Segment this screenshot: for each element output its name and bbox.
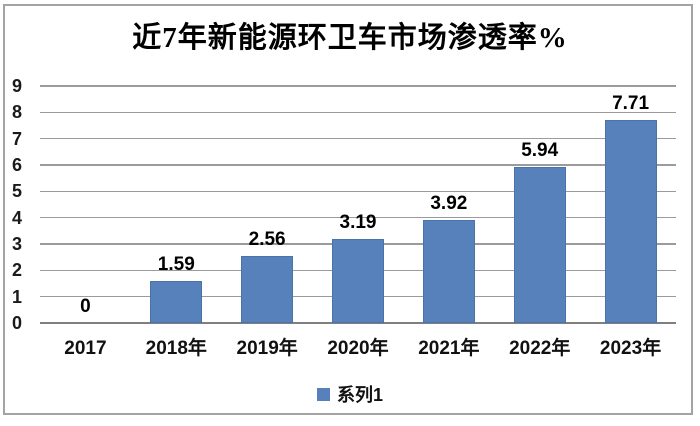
y-tick-label-6: 6 [11,155,22,175]
x-tick-label-2018年: 2018年 [145,338,207,359]
chart-border-frame [3,4,693,415]
x-tick-label-2020年: 2020年 [327,338,389,359]
y-tick-label-4: 4 [11,207,22,228]
y-tick-label-8: 8 [11,102,22,123]
value-label-2019年: 2.56 [248,228,286,250]
gridline-7 [40,137,676,140]
legend-label: 系列1 [336,385,383,405]
bar-2018年 [150,281,203,323]
y-tick-label-9: 9 [11,76,22,96]
x-tick-label-2019年: 2019年 [236,338,298,359]
legend: 系列1 [0,381,700,407]
y-tick-label-2: 2 [11,260,22,281]
y-tick-label-1: 1 [11,286,22,307]
y-tick-label-5: 5 [11,181,22,202]
gridline-4 [40,216,676,219]
x-tick-label-2023年: 2023年 [599,338,662,359]
value-label-2018年: 1.59 [157,254,195,276]
x-tick-label-2022年: 2022年 [509,338,571,359]
value-label-2020年: 3.19 [339,212,377,233]
gridline-6 [40,164,676,166]
x-tick-label-2017: 2017 [64,338,107,359]
legend-swatch-icon [316,387,330,401]
bar-2019年 [241,255,294,323]
y-tick-label-0: 0 [11,313,22,333]
bar-2021年 [422,219,475,323]
gridline-5 [40,190,676,193]
plot-area: 0 1 2 3 4 5 6 7 8 9 0 2017 1.59 2018年 2.56 2019年 3.19 202… [12,76,676,359]
gridline-8 [40,111,676,114]
value-label-2017: 0 [80,296,91,317]
x-tick-label-2021年: 2021年 [418,338,480,359]
y-tick-label-7: 7 [11,128,22,149]
value-label-2021年: 3.92 [430,192,468,214]
x-axis-line [40,322,676,324]
bar-2020年 [332,239,384,323]
value-label-2022年: 5.94 [521,139,559,161]
gridline-9 [40,85,676,87]
y-tick-label-3: 3 [11,234,22,254]
value-label-2023年: 7.71 [612,92,650,114]
bar-2023年 [604,119,657,323]
chart-title: 近7年新能源环卫车市场渗透率% [132,22,568,54]
bar-2022年 [513,166,566,323]
